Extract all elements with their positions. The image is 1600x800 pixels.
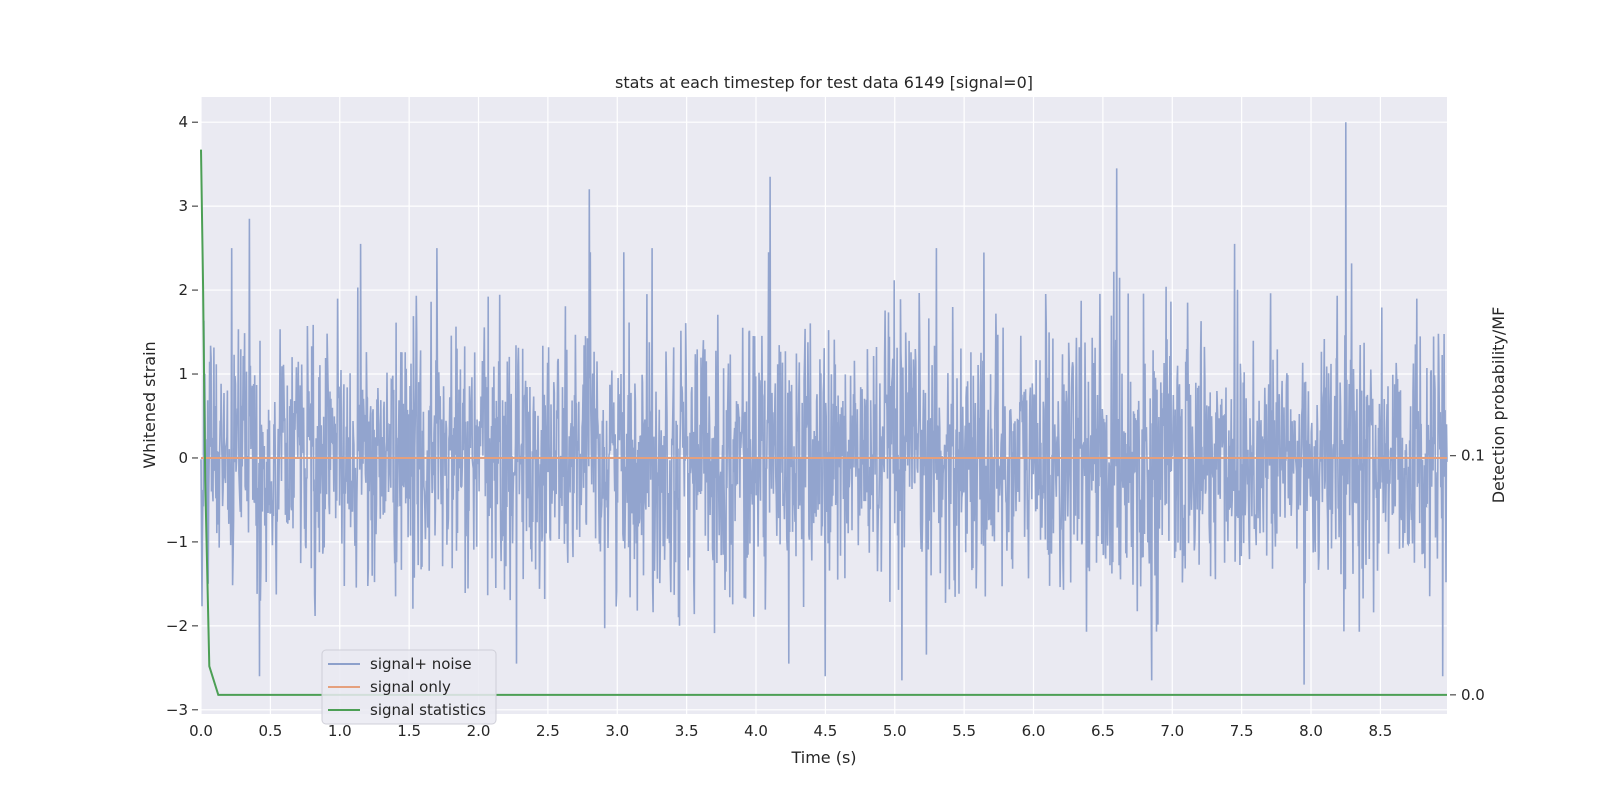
x-tick-label: 4.5 [813,722,837,740]
x-tick-label: 1.0 [328,722,352,740]
legend-entry-label: signal statistics [370,701,486,719]
legend-entry-label: signal+ noise [370,655,472,673]
x-tick-label: 2.0 [467,722,491,740]
y-tick-label: −3 [166,701,188,719]
x-tick-label: 1.5 [397,722,421,740]
x-tick-label: 6.0 [1022,722,1046,740]
x-tick-label: 7.0 [1160,722,1184,740]
x-tick-label: 2.5 [536,722,560,740]
line-series-layer [200,149,1447,696]
chart-title: stats at each timestep for test data 614… [615,73,1033,92]
y2-axis-label: Detection probability/MF [1489,307,1508,504]
signal-noise-line [200,122,1448,685]
x-tick-label: 5.5 [952,722,976,740]
x-tick-label: 7.5 [1230,722,1254,740]
signal-noise-series [200,122,1448,685]
axes-layer: 0.0 0.5 1.0 1.5 2.0 2.5 3.0 3.5 4.0 4.5 5.0 5.5 6.0 6… [166,113,1485,740]
y-tick-label: 2 [178,281,188,299]
y-axis-label: Whitened strain [140,341,159,468]
y-tick-label: 0 [178,449,188,467]
y2-tick-label: 0.0 [1461,686,1485,704]
y-tick-label: 3 [178,197,188,215]
x-axis-label: Time (s) [790,748,856,767]
x-tick-label: 8.5 [1368,722,1392,740]
x-tick-label: 0.0 [189,722,213,740]
x-tick-label: 3.5 [675,722,699,740]
y-tick-label: −2 [166,617,188,635]
x-tick-label: 4.0 [744,722,768,740]
x-tick-label: 6.5 [1091,722,1115,740]
legend-entry-label: signal only [370,678,451,696]
x-tick-label: 8.0 [1299,722,1323,740]
x-tick-label: 5.0 [883,722,907,740]
legend-box [321,649,497,725]
signal-statistics-line [200,149,1447,696]
y-tick-label: −1 [166,533,188,551]
y-tick-label: 1 [178,365,188,383]
x-tick-label: 0.5 [258,722,282,740]
legend: signal+ noise signal only signal statistic… [321,649,497,725]
y-tick-label: 4 [178,113,188,131]
x-tick-label: 3.0 [605,722,629,740]
y2-tick-label: 0.1 [1461,447,1485,465]
